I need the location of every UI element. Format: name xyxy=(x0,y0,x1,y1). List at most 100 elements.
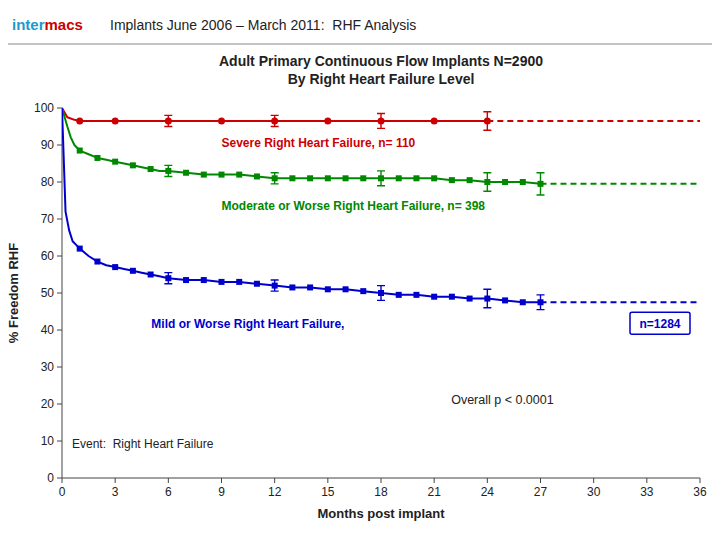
marker xyxy=(77,246,83,252)
series-label: Mild or Worse Right Heart Failure, xyxy=(151,317,344,331)
marker xyxy=(218,117,225,124)
x-tick xyxy=(115,478,116,483)
line xyxy=(541,301,701,303)
marker xyxy=(236,279,242,285)
marker xyxy=(360,175,366,181)
x-tick-label: 27 xyxy=(534,485,548,499)
marker xyxy=(520,179,526,185)
y-tick xyxy=(57,145,62,146)
marker xyxy=(94,259,100,265)
marker xyxy=(219,279,225,285)
logo: intermacs xyxy=(12,16,83,33)
y-tick xyxy=(57,293,62,294)
y-tick xyxy=(57,256,62,257)
subtitle: Implants June 2006 – March 2011: RHF Ana… xyxy=(110,17,416,33)
y-tick-label: 80 xyxy=(41,175,55,189)
marker xyxy=(396,175,402,181)
error-bar xyxy=(377,171,385,186)
marker xyxy=(201,277,207,283)
line xyxy=(541,183,701,185)
y-tick-label: 50 xyxy=(41,286,55,300)
x-tick xyxy=(168,478,169,483)
marker xyxy=(130,268,136,274)
x-tick xyxy=(593,478,594,483)
error-bar xyxy=(164,165,172,176)
marker xyxy=(76,117,83,124)
marker xyxy=(201,172,207,178)
marker xyxy=(289,175,295,181)
x-tick-label: 21 xyxy=(427,485,441,499)
x-tick xyxy=(434,478,435,483)
x-tick xyxy=(700,478,701,483)
x-tick-label: 24 xyxy=(481,485,495,499)
x-tick-label: 0 xyxy=(59,485,66,499)
marker xyxy=(112,117,119,124)
y-tick-label: 40 xyxy=(41,323,55,337)
marker xyxy=(307,175,313,181)
line xyxy=(62,108,541,184)
x-tick xyxy=(221,478,222,483)
marker xyxy=(449,177,455,183)
x-tick xyxy=(646,478,647,483)
x-tick-label: 12 xyxy=(268,485,282,499)
error-bar xyxy=(537,173,545,195)
error-bar xyxy=(483,289,491,308)
x-tick-label: 9 xyxy=(218,485,225,499)
marker xyxy=(254,173,260,179)
header-rule xyxy=(8,44,712,45)
marker xyxy=(325,175,331,181)
marker xyxy=(502,179,508,185)
logo-part: macs xyxy=(45,16,83,33)
marker xyxy=(183,170,189,176)
x-tick-label: 3 xyxy=(112,485,119,499)
y-tick xyxy=(57,182,62,183)
y-tick xyxy=(57,404,62,405)
marker xyxy=(467,296,473,302)
y-tick-label: 0 xyxy=(47,471,54,485)
plot-area xyxy=(62,108,700,310)
y-tick-label: 100 xyxy=(34,101,54,115)
y-tick-label: 90 xyxy=(41,138,55,152)
marker xyxy=(307,284,313,290)
x-tick-label: 30 xyxy=(587,485,601,499)
marker xyxy=(254,281,260,287)
error-bar xyxy=(271,280,279,291)
marker xyxy=(289,284,295,290)
y-tick xyxy=(57,441,62,442)
axes: 0369121518212427303336010203040506070809… xyxy=(34,101,707,499)
y-tick xyxy=(57,108,62,109)
y-tick xyxy=(57,478,62,479)
x-tick-label: 33 xyxy=(640,485,654,499)
y-tick xyxy=(57,330,62,331)
title: Adult Primary Continuous Flow Implants N… xyxy=(219,53,543,87)
y-axis-label: % Freedom RHF xyxy=(6,243,21,343)
marker xyxy=(183,277,189,283)
marker xyxy=(148,166,154,172)
marker xyxy=(431,117,438,124)
marker xyxy=(325,286,331,292)
marker xyxy=(343,175,349,181)
marker xyxy=(148,272,154,278)
series-label: Moderate or Worse Right Heart Failure, n… xyxy=(222,199,486,213)
marker xyxy=(449,294,455,300)
x-tick xyxy=(381,478,382,483)
annotation: Overall p < 0.0001 xyxy=(451,393,554,407)
x-tick xyxy=(487,478,488,483)
marker xyxy=(77,148,83,154)
error-bar xyxy=(164,115,172,126)
marker xyxy=(94,155,100,161)
chart: intermacs Implants June 2006 – March 2011… xyxy=(0,0,720,540)
marker xyxy=(431,294,437,300)
annotation: Event: Right Heart Failure xyxy=(72,437,214,451)
logo-part: inter xyxy=(12,16,45,33)
x-tick-label: 18 xyxy=(374,485,388,499)
y-tick-label: 60 xyxy=(41,249,55,263)
marker xyxy=(396,292,402,298)
marker xyxy=(502,297,508,303)
error-bar xyxy=(483,112,491,131)
error-bar xyxy=(164,273,172,284)
background xyxy=(0,0,720,540)
marker xyxy=(413,175,419,181)
x-tick xyxy=(327,478,328,483)
marker xyxy=(112,264,118,270)
